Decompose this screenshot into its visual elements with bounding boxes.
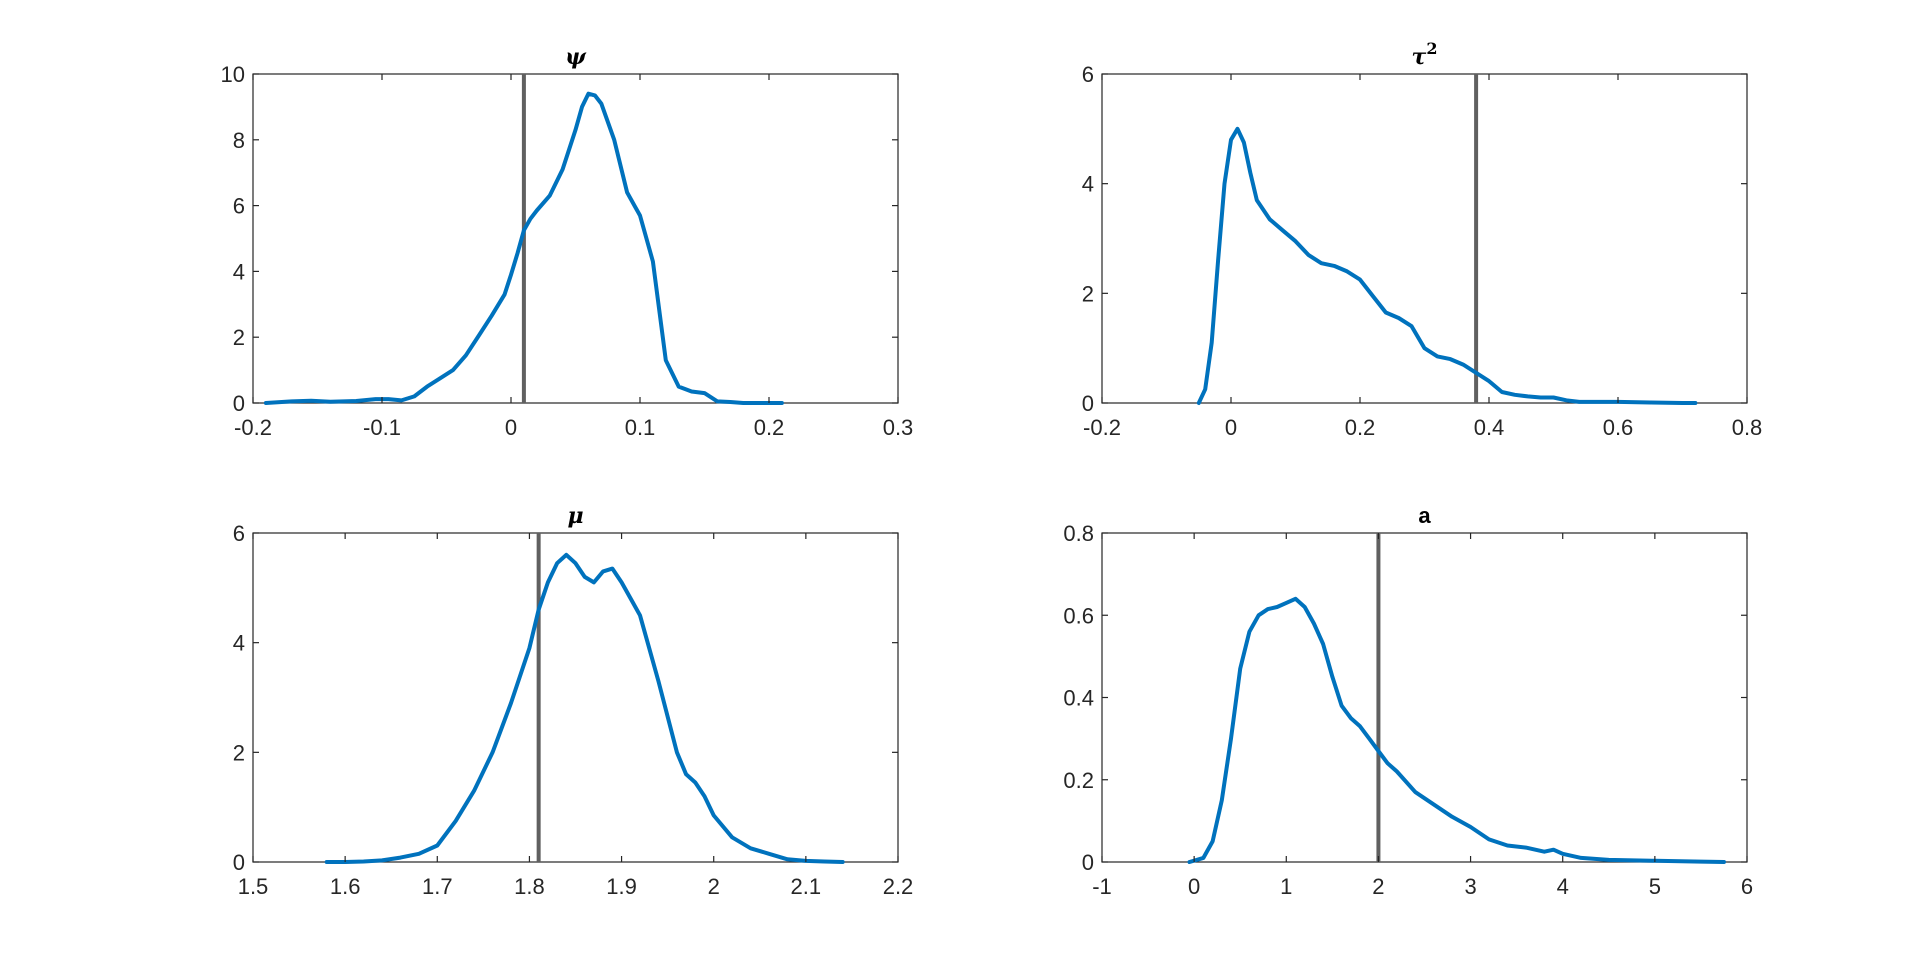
x-tick-label: 0 — [1225, 415, 1237, 440]
chart-title: τ2 — [1412, 39, 1438, 70]
x-tick-label: -0.2 — [234, 415, 272, 440]
y-tick-label: 0.6 — [1063, 603, 1094, 628]
y-tick-label: 0.2 — [1063, 768, 1094, 793]
y-tick-label: 0.4 — [1063, 686, 1094, 711]
axes-box — [252, 532, 899, 863]
y-tick-label: 6 — [233, 521, 245, 546]
density-curve — [263, 91, 784, 405]
x-tick-label: 1 — [1280, 874, 1292, 899]
density-curve — [1187, 596, 1726, 864]
x-tick-label: 0 — [505, 415, 517, 440]
x-tick-label: -0.2 — [1083, 415, 1121, 440]
y-tick-label: 4 — [1082, 172, 1094, 197]
x-tick-label: 0.1 — [625, 415, 656, 440]
x-tick-label: 4 — [1557, 874, 1569, 899]
x-tick-label: 0.8 — [1732, 415, 1763, 440]
y-tick-label: 2 — [233, 325, 245, 350]
axes-box — [1101, 532, 1748, 863]
y-tick-label: 0 — [1082, 850, 1094, 875]
x-tick-label: -0.1 — [363, 415, 401, 440]
x-tick-label: 1.9 — [606, 874, 637, 899]
y-tick-label: 2 — [233, 740, 245, 765]
subplot-mu: 1.5 1.6 1.7 1.8 1.9 2 2.1 2.2 0 2 4 6 μ — [233, 503, 914, 899]
subplot-a: -1 0 1 2 3 4 5 600.20.40.60.8a — [1063, 503, 1753, 899]
density-curve — [1196, 126, 1698, 405]
y-tick-label: 4 — [233, 631, 245, 656]
y-tick-label: 10 — [221, 62, 245, 87]
axes-box — [1101, 73, 1748, 404]
chart-title: ψ — [565, 44, 587, 70]
x-tick-label: 0.3 — [883, 415, 914, 440]
x-tick-label: 0.2 — [754, 415, 785, 440]
x-tick-label: 1.8 — [514, 874, 545, 899]
y-tick-label: 6 — [1082, 62, 1094, 87]
chart-title: a — [1418, 503, 1431, 528]
x-tick-label: -1 — [1092, 874, 1112, 899]
x-tick-label: 3 — [1464, 874, 1476, 899]
x-tick-label: 0.2 — [1345, 415, 1376, 440]
x-tick-label: 5 — [1649, 874, 1661, 899]
y-tick-label: 0 — [233, 391, 245, 416]
x-tick-label: 2 — [708, 874, 720, 899]
y-tick-label: 0.8 — [1063, 521, 1094, 546]
x-tick-label: 2.1 — [791, 874, 822, 899]
x-tick-label: 2.2 — [883, 874, 914, 899]
x-tick-label: 0.4 — [1474, 415, 1505, 440]
y-tick-label: 0 — [233, 850, 245, 875]
density-curve — [324, 552, 845, 864]
x-tick-label: 2 — [1372, 874, 1384, 899]
y-tick-label: 2 — [1082, 281, 1094, 306]
y-tick-label: 6 — [233, 194, 245, 219]
x-tick-label: 1.5 — [238, 874, 269, 899]
chart-title: μ — [567, 503, 583, 529]
x-tick-label: 6 — [1741, 874, 1753, 899]
subplot-psi: -0.2 -0.1 0 0.1 0.2 0.3 0 2 4 6 8 10 ψ — [221, 44, 914, 440]
x-tick-label: 0.6 — [1603, 415, 1634, 440]
y-tick-label: 4 — [233, 259, 245, 284]
x-tick-label: 1.6 — [330, 874, 361, 899]
y-tick-label: 0 — [1082, 391, 1094, 416]
y-tick-label: 8 — [233, 128, 245, 153]
x-tick-label: 1.7 — [422, 874, 453, 899]
x-tick-label: 0 — [1188, 874, 1200, 899]
